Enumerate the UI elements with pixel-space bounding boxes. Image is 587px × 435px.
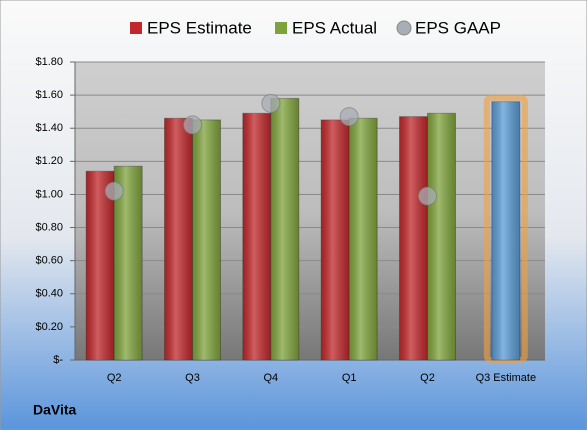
gaap-marker (261, 93, 281, 113)
bar-shine (321, 119, 350, 360)
bar-shine (270, 98, 299, 360)
legend-label: EPS Actual (292, 18, 377, 37)
y-tick-label: $0.80 (35, 221, 63, 233)
y-tick-label: $1.20 (35, 155, 63, 167)
bar-shine (349, 118, 378, 361)
y-tick-label: $1.00 (35, 188, 63, 200)
y-tick-label: $0.40 (35, 288, 63, 300)
x-tick-label: Q3 Estimate (476, 372, 537, 384)
y-tick-label: $0.20 (35, 321, 63, 333)
legend-label: EPS GAAP (415, 18, 501, 37)
x-tick-label: Q3 (185, 372, 200, 384)
gaap-marker (339, 107, 359, 127)
legend-marker (396, 20, 412, 36)
gaap-marker (418, 186, 437, 206)
y-tick-label: $0.60 (35, 255, 63, 267)
x-tick-label: Q2 (420, 372, 435, 384)
legend-marker (130, 22, 142, 34)
bar-shine (86, 171, 115, 360)
y-tick-label: $- (53, 354, 63, 366)
plot-area (75, 62, 545, 360)
bar-shine (242, 113, 271, 360)
legend-label: EPS Estimate (147, 18, 252, 37)
x-tick-label: Q4 (263, 372, 278, 384)
legend-marker (275, 22, 287, 34)
company-name: DaVita (33, 402, 77, 418)
x-tick-label: Q1 (342, 372, 357, 384)
gaap-marker (183, 115, 202, 135)
bar-shine (491, 101, 520, 360)
x-tick-label: Q2 (107, 372, 122, 384)
y-tick-label: $1.40 (35, 122, 63, 134)
bar-shine (399, 116, 428, 360)
gaap-marker (104, 181, 124, 201)
y-tick-label: $1.60 (35, 89, 63, 101)
bar-shine (192, 119, 221, 360)
bar-shine (164, 118, 193, 361)
y-tick-label: $1.80 (35, 56, 63, 68)
bar-shine (427, 113, 456, 360)
